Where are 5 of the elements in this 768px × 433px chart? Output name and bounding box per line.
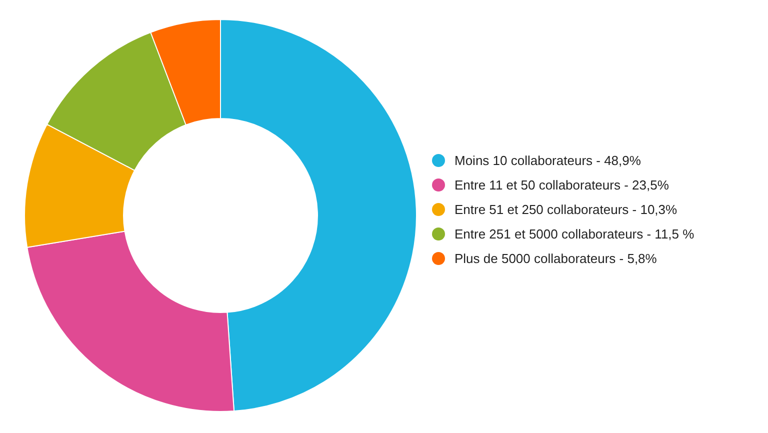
legend-label: Entre 11 et 50 collaborateurs - 23,5% xyxy=(454,178,670,192)
legend-label: Moins 10 collaborateurs - 48,9% xyxy=(454,153,642,168)
legend-label: Entre 51 et 250 collaborateurs - 10,3% xyxy=(454,202,678,217)
legend-label: Entre 251 et 5000 collaborateurs - 11,5 % xyxy=(454,226,695,242)
legend-label: Plus de 5000 collaborateurs - 5,8% xyxy=(454,251,658,266)
